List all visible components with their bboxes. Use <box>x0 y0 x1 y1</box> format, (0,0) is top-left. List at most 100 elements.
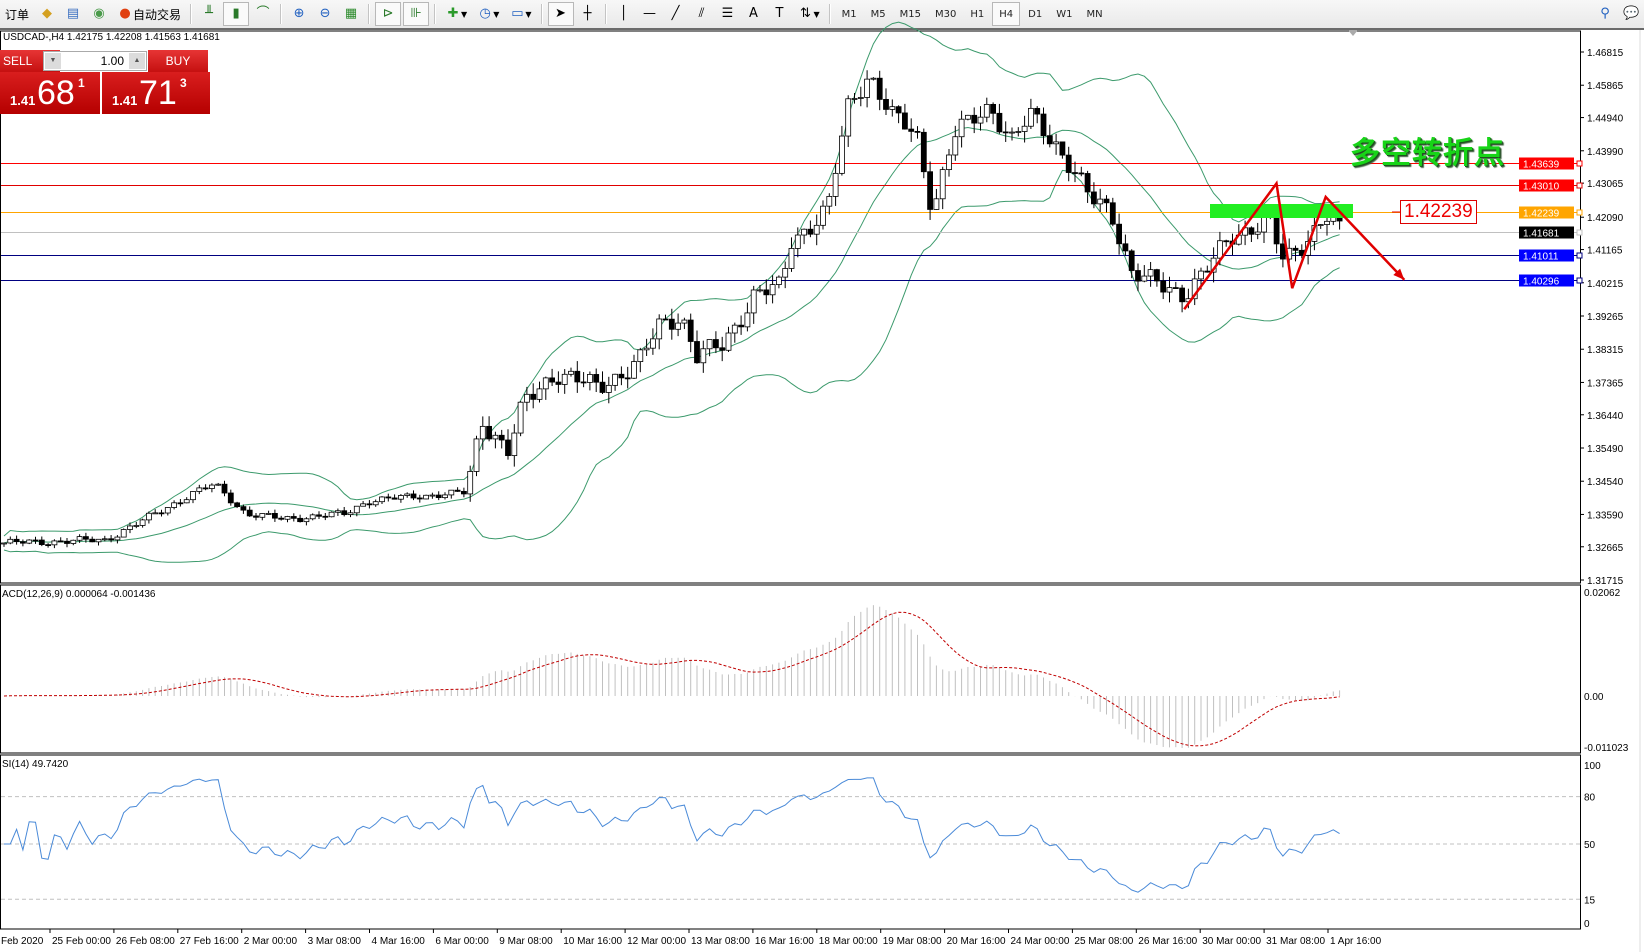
text-icon: A <box>749 6 758 21</box>
candle <box>675 322 681 330</box>
candle <box>410 493 417 499</box>
line-handle <box>1576 252 1583 259</box>
lot-decrease-button[interactable]: ▼ <box>45 53 61 69</box>
candle <box>1009 131 1015 134</box>
candle <box>1028 107 1034 127</box>
channel-button[interactable]: ⫽ <box>690 2 714 26</box>
price-axis-label: 1.41165 <box>1587 246 1623 257</box>
templates-button[interactable]: ▭ ▼ <box>505 2 535 26</box>
buy-price-button[interactable]: 1.41 71 3 <box>102 72 210 114</box>
horizontal-line-button[interactable]: — <box>638 2 662 26</box>
arrows-button[interactable]: ⇅ ▼ <box>794 2 824 26</box>
dropdown-arrow-icon: ▼ <box>493 9 500 19</box>
text-label-button[interactable]: T <box>768 2 792 26</box>
candle <box>486 425 493 440</box>
candle <box>177 502 184 505</box>
candle <box>1217 240 1223 259</box>
gold-bar-button[interactable]: ◆ <box>35 2 59 26</box>
lot-size-input[interactable]: ▼ 1.00 ▲ <box>43 51 147 71</box>
chart-shift-button[interactable]: ⊪ <box>403 2 430 26</box>
candle <box>32 539 39 542</box>
timeframe-m5[interactable]: M5 <box>870 8 886 20</box>
trendline-button[interactable]: ╱ <box>664 2 688 26</box>
candle <box>713 339 719 349</box>
bollinger-middle-band <box>3 126 1340 544</box>
tile-windows-button[interactable]: ▦ <box>339 2 363 26</box>
candle <box>788 248 795 269</box>
buy-button[interactable]: BUY <box>148 50 208 72</box>
timeframe-d1[interactable]: D1 <box>1028 8 1043 20</box>
auto-scroll-button[interactable]: ⊳ <box>375 2 402 26</box>
indicators-button[interactable]: ✚ ▼ <box>441 2 471 26</box>
candle <box>555 381 562 385</box>
annotation-text[interactable]: 多空转折点 <box>1350 136 1505 171</box>
candle <box>1116 223 1122 245</box>
timeframe-h4[interactable]: H4 <box>992 2 1021 26</box>
timeframe-h1[interactable]: H1 <box>970 8 985 20</box>
candle <box>851 98 858 100</box>
price-axis-label: 1.43065 <box>1587 179 1624 190</box>
bar-chart-button[interactable]: ╨ <box>197 2 221 26</box>
price-axis-label: 1.45865 <box>1587 81 1624 92</box>
candle <box>920 131 927 173</box>
price-axis-label: 1.43990 <box>1587 147 1624 158</box>
candle <box>1191 278 1198 300</box>
zoom-out-icon: ⊖ <box>319 6 331 21</box>
timeframe-w1[interactable]: W1 <box>1056 8 1073 20</box>
zoom-in-icon: ⊕ <box>293 6 305 21</box>
vertical-line-button[interactable]: │ <box>612 2 636 26</box>
candle <box>379 496 385 503</box>
candle <box>227 492 234 504</box>
candle <box>366 503 373 506</box>
candle <box>668 318 675 330</box>
timeframe-m15[interactable]: M15 <box>899 8 922 20</box>
timeframe-m30[interactable]: M30 <box>935 8 957 20</box>
candle <box>152 512 159 515</box>
macd-signal-line <box>3 611 1340 747</box>
candle <box>473 438 480 472</box>
timeframe-m1[interactable]: M1 <box>841 8 857 20</box>
zoom-in-button[interactable]: ⊕ <box>287 2 311 26</box>
auto-trade-button[interactable]: ● 自动交易 <box>113 2 185 26</box>
macd-histogram <box>9 605 1341 748</box>
candle <box>776 276 782 285</box>
candle <box>524 393 530 403</box>
candle <box>372 501 379 506</box>
candle <box>769 284 776 296</box>
cursor-button[interactable]: ➤ <box>547 2 574 26</box>
candle <box>334 510 341 513</box>
chat-button[interactable]: 💬 <box>1619 2 1643 26</box>
order-button[interactable]: 订单 <box>1 2 33 26</box>
chart-shift-marker-icon <box>1348 30 1358 36</box>
candle <box>290 516 297 519</box>
price-axis-label: 1.33590 <box>1587 510 1624 521</box>
price-axis-label: 1.42090 <box>1587 213 1624 224</box>
signal-button[interactable]: ◉ <box>87 2 111 26</box>
candle <box>454 489 461 492</box>
candle <box>593 374 600 383</box>
annotation-price-label[interactable]: 1.42239 <box>1400 200 1477 224</box>
text-button[interactable]: A <box>742 2 766 26</box>
zoom-out-button[interactable]: ⊖ <box>313 2 337 26</box>
line-chart-button[interactable]: ⌒ <box>251 2 275 26</box>
lot-value[interactable]: 1.00 <box>100 54 124 68</box>
candle <box>832 172 839 197</box>
candle <box>1046 135 1053 145</box>
separator <box>190 4 193 24</box>
lot-increase-button[interactable]: ▲ <box>129 53 145 69</box>
date-axis-label: 31 Mar 08:00 <box>1266 936 1325 947</box>
search-button[interactable]: ⚲ <box>1593 2 1617 26</box>
sell-price-button[interactable]: 1.41 68 1 <box>0 72 100 114</box>
periods-button[interactable]: ◷ ▼ <box>473 2 503 26</box>
price-tag-bg <box>1519 249 1574 262</box>
date-axis-label: Feb 2020 <box>1 936 44 947</box>
timeframe-mn[interactable]: MN <box>1086 8 1103 20</box>
candlestick-button[interactable]: ▮ <box>223 2 250 26</box>
date-axis-label: 9 Mar 08:00 <box>499 936 553 947</box>
fibonacci-button[interactable]: ☰ <box>716 2 740 26</box>
date-axis-label: 18 Mar 00:00 <box>819 936 878 947</box>
candle <box>196 487 203 492</box>
navigator-button[interactable]: ▤ <box>61 2 85 26</box>
crosshair-button[interactable]: ┼ <box>576 2 600 26</box>
